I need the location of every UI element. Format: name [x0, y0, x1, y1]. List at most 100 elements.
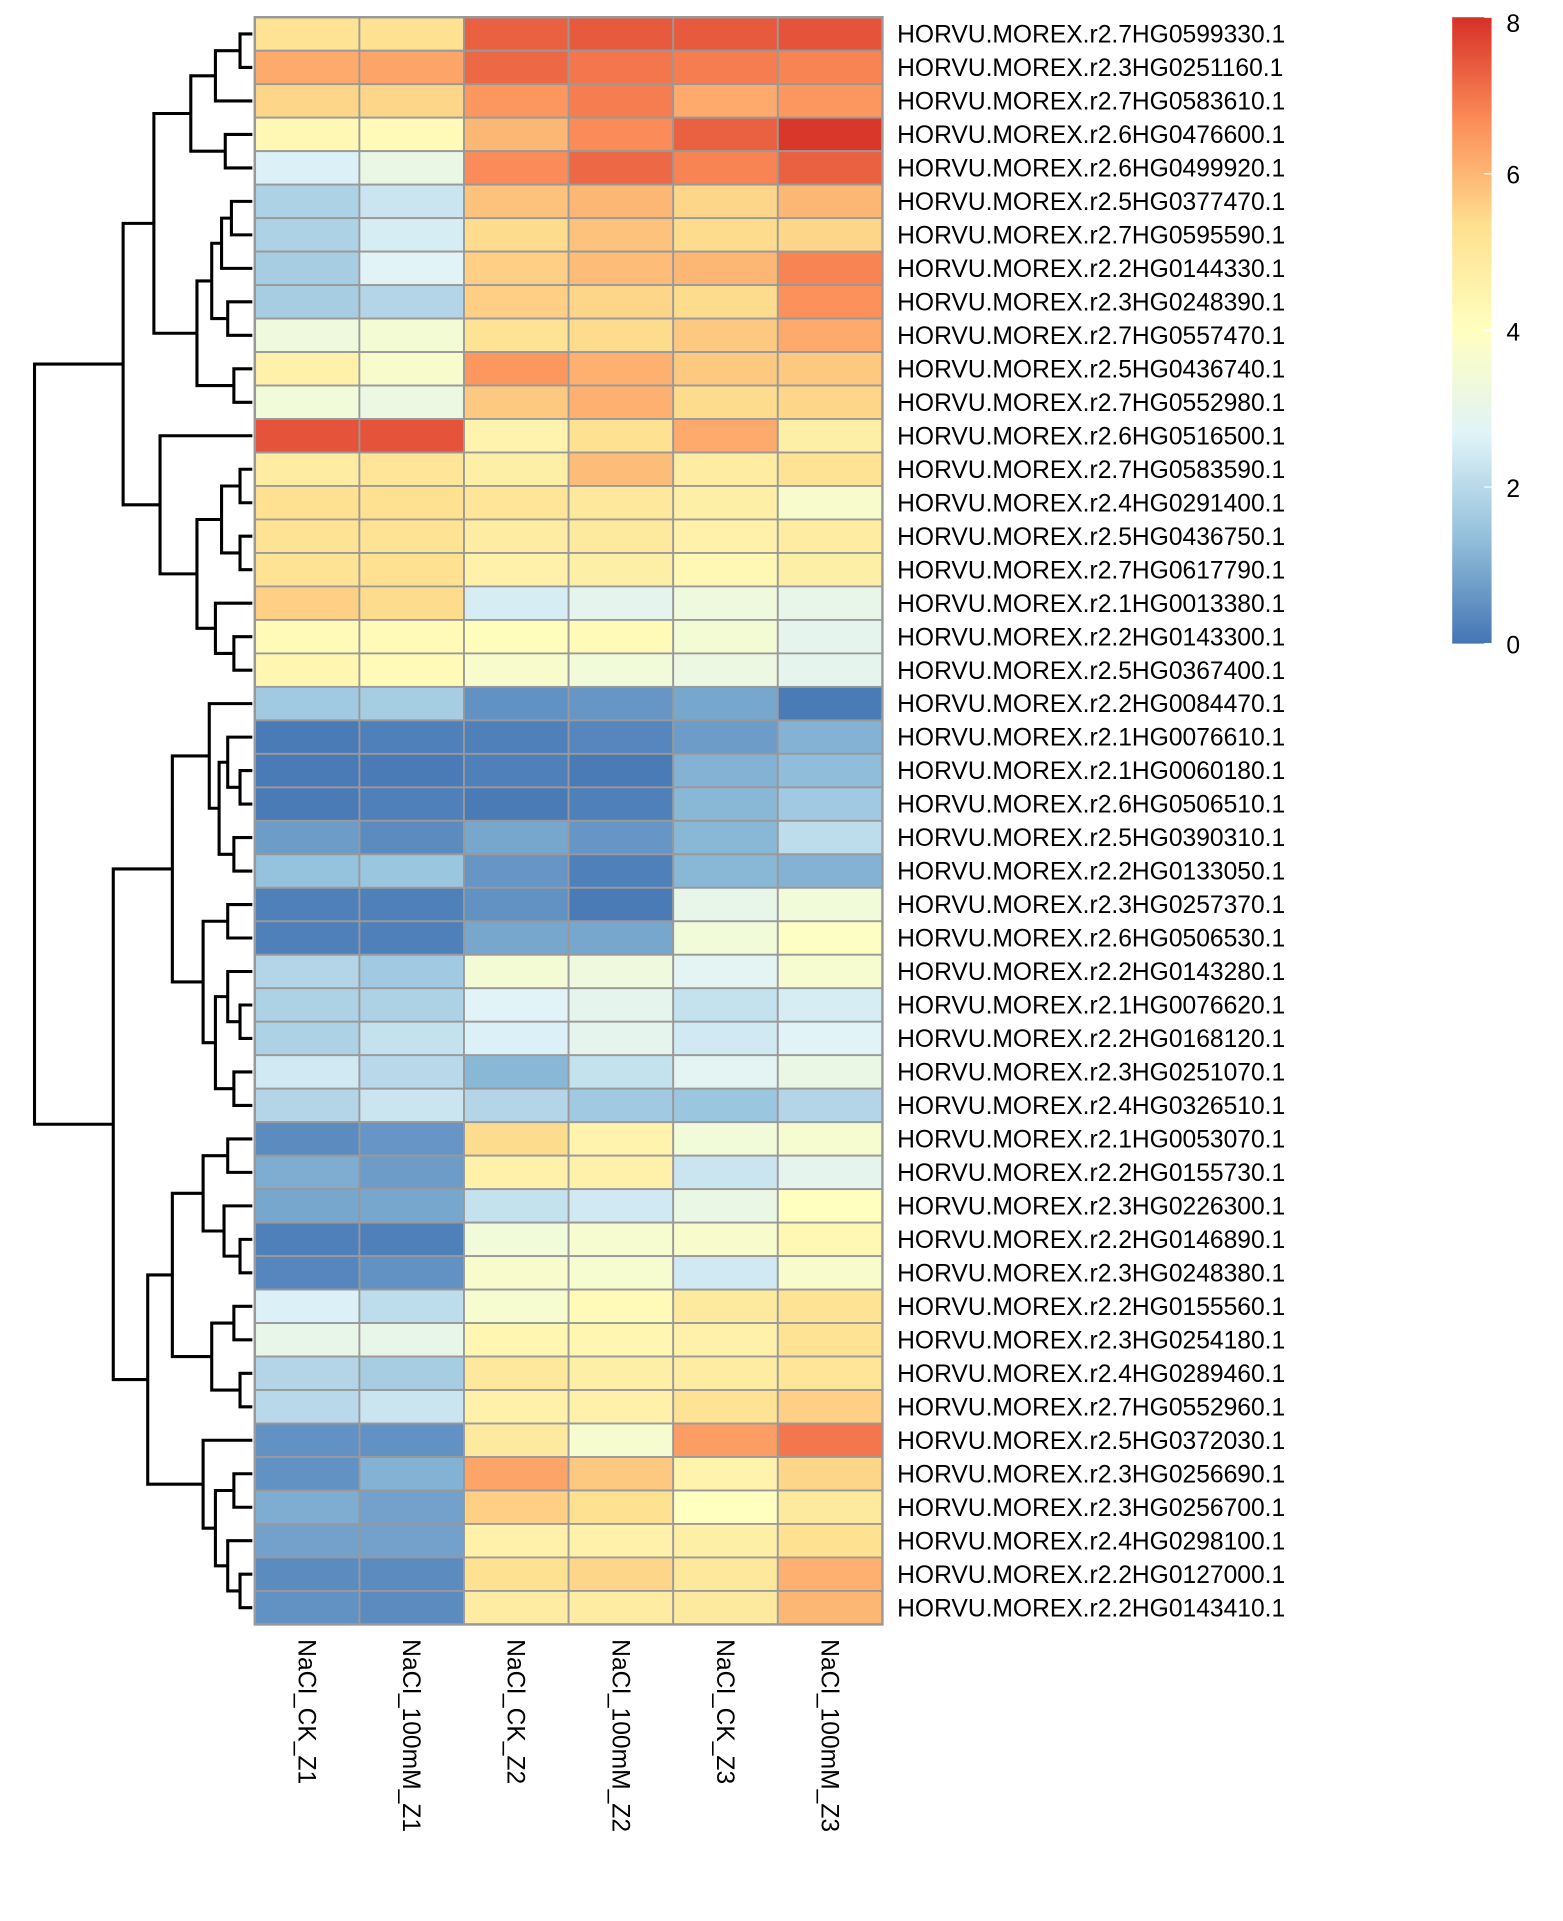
row-label: HORVU.MOREX.r2.7HG0617790.1: [897, 557, 1285, 584]
cell: [672, 953, 779, 990]
row-label: HORVU.MOREX.r2.5HG0377470.1: [897, 189, 1285, 216]
cell: [253, 418, 361, 454]
cell: [776, 953, 884, 990]
cell: [463, 1355, 570, 1391]
cell: [358, 1322, 465, 1358]
cell: [253, 384, 361, 420]
cell: [776, 786, 884, 822]
row-label: HORVU.MOREX.r2.3HG0256690.1: [897, 1461, 1285, 1488]
cell: [672, 1154, 779, 1191]
cell: [776, 1154, 884, 1191]
cell: [567, 485, 675, 521]
cell: [672, 1489, 779, 1525]
legend-tick-label: 0: [1506, 632, 1520, 659]
cell: [567, 217, 675, 253]
row-label: HORVU.MOREX.r2.7HG0599330.1: [897, 22, 1285, 49]
cell: [776, 819, 884, 856]
color-legend: 0 2 4 6 8: [1452, 11, 1520, 659]
cell: [463, 116, 570, 153]
cell: [567, 183, 675, 220]
cell: [776, 886, 884, 923]
cell: [253, 786, 361, 822]
cell: [567, 1188, 675, 1224]
cell: [253, 619, 361, 655]
cell: [776, 83, 884, 119]
cell: [463, 16, 570, 52]
cell: [672, 1121, 779, 1157]
cell: [463, 451, 570, 487]
column-label: NaCl_CK_Z1: [292, 1639, 319, 1784]
cell: [567, 49, 675, 86]
cell: [672, 485, 779, 521]
cell: [567, 953, 675, 990]
legend-tick-label: 6: [1506, 163, 1520, 190]
cell: [358, 853, 465, 889]
cell: [463, 351, 570, 387]
cell: [672, 49, 779, 86]
cell: [253, 284, 361, 320]
row-label: HORVU.MOREX.r2.2HG0155560.1: [897, 1294, 1285, 1321]
cell: [358, 1221, 465, 1258]
cell: [672, 217, 779, 253]
cell: [672, 418, 779, 454]
cell: [253, 552, 361, 588]
cell: [358, 1590, 465, 1626]
row-label: HORVU.MOREX.r2.1HG0053070.1: [897, 1127, 1285, 1154]
row-label: HORVU.MOREX.r2.2HG0144330.1: [897, 256, 1285, 283]
cell: [776, 150, 884, 186]
cell: [567, 1355, 675, 1391]
cell: [776, 1121, 884, 1157]
cell: [358, 752, 465, 789]
cell: [253, 351, 361, 387]
row-label: HORVU.MOREX.r2.2HG0168120.1: [897, 1026, 1285, 1053]
cell: [253, 1121, 361, 1157]
cell: [672, 719, 779, 755]
column-label: NaCl_100mM_Z3: [815, 1639, 842, 1832]
cell: [358, 1020, 465, 1057]
cell: [358, 418, 465, 454]
row-label: HORVU.MOREX.r2.7HG0595590.1: [897, 222, 1285, 249]
cell: [672, 83, 779, 119]
cell: [776, 1489, 884, 1525]
row-label: HORVU.MOREX.r2.1HG0060180.1: [897, 758, 1285, 785]
cell: [776, 284, 884, 320]
dendrogram-branches: [32, 32, 253, 1610]
cell: [358, 451, 465, 487]
cell: [776, 1456, 884, 1492]
cell: [776, 1389, 884, 1425]
cell: [567, 786, 675, 822]
row-label: HORVU.MOREX.r2.2HG0143300.1: [897, 624, 1285, 651]
cell: [358, 987, 465, 1023]
cell: [253, 685, 361, 722]
cell: [358, 1121, 465, 1157]
row-label: HORVU.MOREX.r2.5HG0436750.1: [897, 524, 1285, 551]
cell: [253, 183, 361, 220]
cell: [776, 1322, 884, 1358]
cell: [358, 1422, 465, 1458]
cell: [253, 1523, 361, 1559]
cell: [776, 1020, 884, 1057]
row-label: HORVU.MOREX.r2.7HG0583610.1: [897, 89, 1285, 116]
cell: [567, 1456, 675, 1492]
row-label: HORVU.MOREX.r2.2HG0143280.1: [897, 959, 1285, 986]
cell: [253, 752, 361, 789]
cell: [358, 351, 465, 387]
cell: [358, 719, 465, 755]
cell: [776, 585, 884, 621]
cell: [672, 250, 779, 287]
cell: [672, 1556, 779, 1592]
cell: [358, 518, 465, 554]
cell: [567, 886, 675, 923]
cell: [463, 418, 570, 454]
cell: [358, 1389, 465, 1425]
cell: [567, 1221, 675, 1258]
cell: [776, 1556, 884, 1592]
cell: [253, 518, 361, 554]
cell: [358, 116, 465, 153]
cell: [567, 16, 675, 52]
row-label: HORVU.MOREX.r2.3HG0256700.1: [897, 1495, 1285, 1522]
cell: [358, 1087, 465, 1124]
cell: [567, 1590, 675, 1626]
row-label: HORVU.MOREX.r2.7HG0552980.1: [897, 390, 1285, 417]
